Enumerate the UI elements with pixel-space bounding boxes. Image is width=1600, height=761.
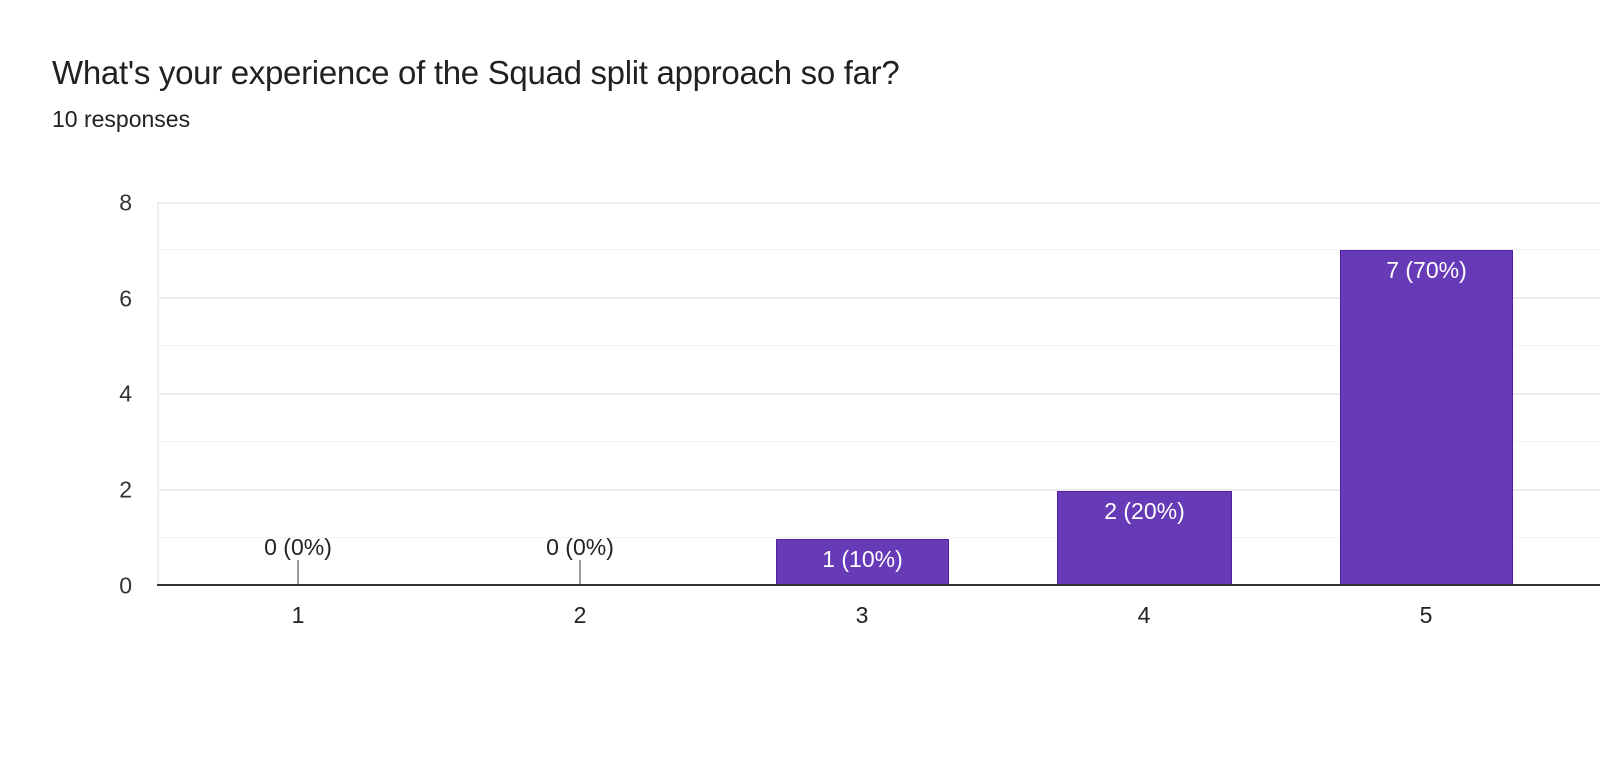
bar-value-label: 0 (0%)	[546, 534, 614, 560]
y-tick-label: 4	[119, 380, 132, 407]
y-tick-label: 8	[119, 189, 132, 216]
gridline-4	[159, 393, 1600, 395]
x-tick-label: 2	[573, 602, 587, 628]
question-title: What's your experience of the Squad spli…	[52, 54, 900, 91]
response-count: 10 responses	[52, 106, 191, 132]
y-tick-label: 0	[119, 572, 132, 599]
gridline-2	[159, 489, 1600, 491]
gridline-7	[159, 249, 1600, 250]
gridline-3	[159, 441, 1600, 442]
y-tick-label: 2	[119, 476, 132, 503]
plot-area	[157, 202, 1600, 585]
gridline-1	[159, 537, 1600, 538]
bar-category-5[interactable]: 7 (70%)	[1340, 250, 1513, 585]
zero-value-marker	[579, 560, 581, 584]
x-tick-label: 4	[1137, 602, 1151, 628]
bar-value-label: 2 (20%)	[1104, 498, 1185, 524]
x-tick-label: 1	[291, 602, 305, 628]
gridline-8	[159, 202, 1600, 204]
gridline-6	[159, 297, 1600, 299]
zero-value-marker	[297, 560, 299, 584]
bar-category-4[interactable]: 2 (20%)	[1057, 491, 1232, 585]
gridline-5	[159, 345, 1600, 346]
x-tick-label: 5	[1419, 602, 1433, 628]
bar-value-label: 7 (70%)	[1386, 257, 1467, 283]
x-tick-label: 3	[855, 602, 869, 628]
bar-value-label: 0 (0%)	[264, 534, 332, 560]
bar-value-label: 1 (10%)	[822, 546, 903, 572]
x-axis-line	[157, 584, 1600, 586]
bar-category-3[interactable]: 1 (10%)	[776, 539, 949, 585]
y-tick-label: 6	[119, 285, 132, 312]
